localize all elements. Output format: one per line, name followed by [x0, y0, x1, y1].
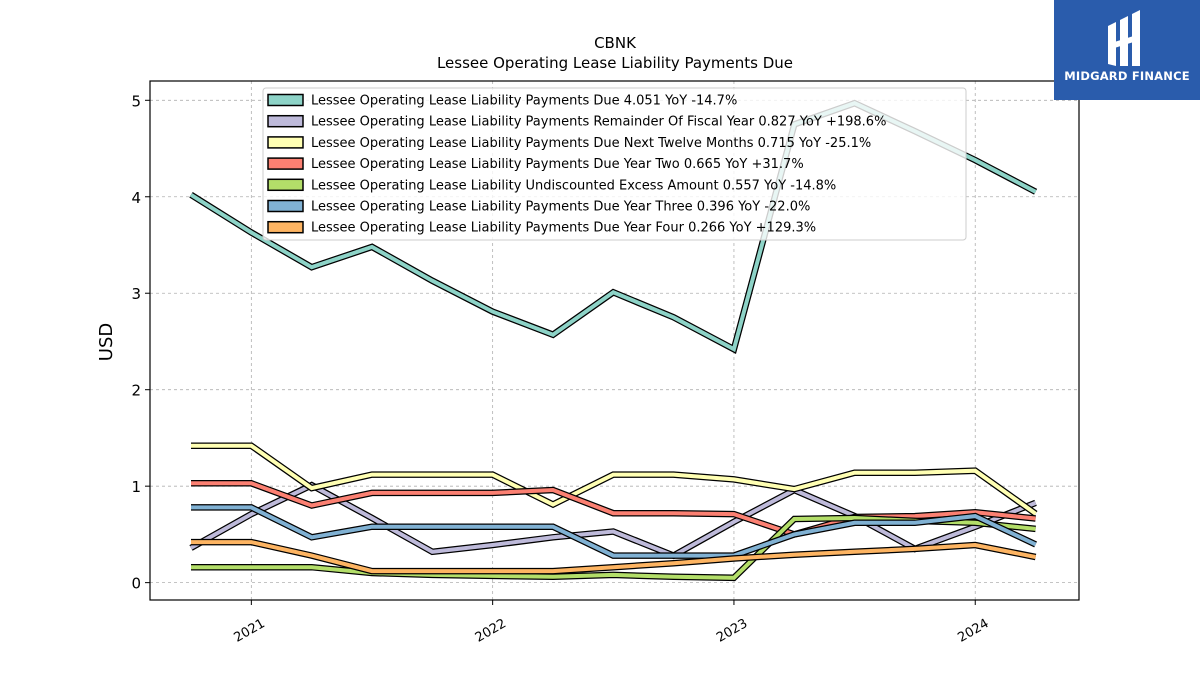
legend-swatch	[267, 157, 304, 170]
series-line-stroke	[191, 505, 1037, 558]
legend: Lessee Operating Lease Liability Payment…	[262, 87, 967, 241]
series-line-stroke	[190, 482, 1037, 558]
brand-name: MIDGARD FINANCE	[1064, 69, 1190, 83]
series-line	[191, 538, 1037, 575]
series-line	[191, 480, 1036, 538]
legend-swatch	[267, 93, 304, 107]
x-tick-label: 2024	[955, 616, 991, 646]
legend-item: Lessee Operating Lease Liability Payment…	[267, 199, 810, 215]
y-tick-label: 5	[131, 92, 141, 110]
x-tick-label: 2022	[473, 616, 509, 646]
legend-swatch	[267, 136, 304, 149]
series-line-stroke	[191, 481, 1036, 537]
legend-item: Lessee Operating Lease Liability Payment…	[267, 136, 871, 151]
legend-label: Lessee Operating Lease Liability Payment…	[311, 221, 816, 236]
legend-item: Lessee Operating Lease Liability Payment…	[267, 114, 886, 130]
plot-frame	[149, 80, 1080, 601]
y-tick-label: 1	[131, 478, 141, 496]
legend-item: Lessee Operating Lease Liability Undisco…	[267, 178, 836, 193]
legend-item: Lessee Operating Lease Liability Payment…	[267, 157, 804, 172]
x-tick-label: 2021	[232, 616, 268, 646]
legend-label: Lessee Operating Lease Liability Payment…	[311, 200, 810, 215]
legend-item: Lessee Operating Lease Liability Payment…	[267, 93, 737, 109]
legend-label: Lessee Operating Lease Liability Payment…	[311, 136, 871, 151]
series-lines	[189, 99, 1038, 582]
series-line	[191, 504, 1037, 559]
chart-subtitle: Lessee Operating Lease Liability Payment…	[437, 54, 793, 72]
series-line-stroke	[191, 540, 1036, 574]
legend-swatch	[267, 178, 304, 192]
legend-item: Lessee Operating Lease Liability Payment…	[267, 220, 816, 236]
y-tick-label: 4	[131, 189, 141, 207]
brand-logo: MIDGARD FINANCE	[1054, 0, 1200, 100]
chart-title: CBNK	[594, 34, 637, 52]
legend-box	[262, 87, 967, 241]
legend-label: Lessee Operating Lease Liability Payment…	[311, 94, 737, 109]
legend-swatch	[267, 220, 304, 234]
legend-swatch	[267, 114, 304, 128]
y-axis-label: USD	[96, 323, 117, 361]
legend-swatch	[267, 199, 304, 213]
series-line-stroke	[191, 443, 1037, 516]
legend-label: Lessee Operating Lease Liability Payment…	[311, 157, 804, 172]
y-tick-label: 3	[131, 285, 141, 303]
legend-label: Lessee Operating Lease Liability Undisco…	[311, 178, 836, 193]
series-line	[189, 481, 1037, 560]
x-tick-label: 2023	[714, 616, 750, 646]
legend-label: Lessee Operating Lease Liability Payment…	[311, 115, 886, 130]
series-line	[191, 442, 1038, 517]
y-tick-label: 0	[131, 575, 141, 593]
brand-mark-icon	[1108, 10, 1140, 66]
y-tick-label: 2	[131, 382, 141, 400]
